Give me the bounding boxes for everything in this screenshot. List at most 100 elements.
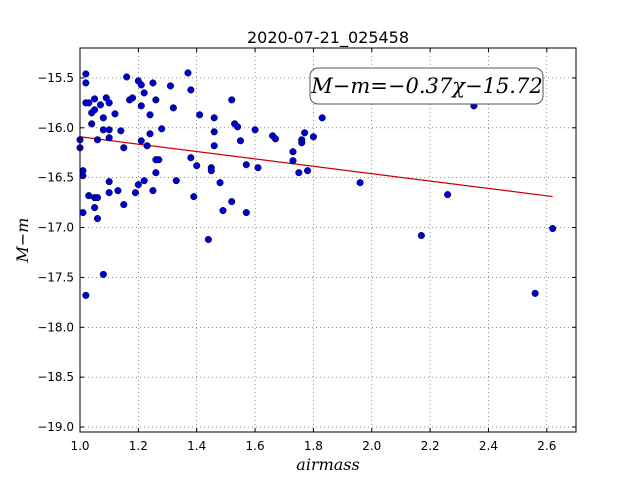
data-point	[91, 204, 99, 212]
data-point	[152, 169, 160, 177]
data-point	[93, 215, 102, 223]
data-point	[444, 191, 452, 199]
data-point	[309, 133, 317, 141]
y-tick-labels: −15.5 −16.0 −16.5 −17.0 −17.5 −18.0 −18.5 −19.0	[37, 71, 74, 434]
x-tick-label: 2.4	[479, 439, 498, 453]
data-point	[210, 142, 218, 150]
data-point	[152, 96, 160, 104]
y-tick-label: −18.5	[37, 370, 74, 384]
x-tick-label: 1.6	[246, 439, 265, 453]
data-point	[216, 179, 224, 187]
y-tick-label: −17.0	[37, 221, 74, 235]
data-point	[210, 114, 218, 122]
data-point	[120, 144, 128, 152]
data-point	[219, 207, 227, 215]
x-tick-labels: 1.0 1.2 1.4 1.6 1.8 2.0 2.2 2.4 2.6	[70, 439, 556, 453]
data-point	[105, 99, 113, 107]
data-point	[137, 102, 145, 110]
data-point	[242, 209, 250, 217]
data-point	[82, 70, 90, 78]
data-point	[204, 235, 212, 244]
data-point	[82, 291, 90, 299]
x-tick-label: 2.0	[362, 439, 381, 453]
data-point	[184, 69, 192, 77]
data-point	[93, 194, 102, 202]
data-point	[140, 177, 148, 185]
x-tick-label: 2.6	[537, 439, 556, 453]
y-tick-label: −16.0	[37, 121, 74, 135]
y-axis-label: M−m	[13, 218, 32, 264]
data-point	[187, 86, 195, 94]
data-point	[207, 167, 215, 175]
data-point	[196, 111, 204, 119]
data-point	[82, 79, 90, 87]
data-point	[158, 125, 166, 133]
data-point	[137, 81, 145, 89]
data-point	[155, 156, 163, 164]
data-point	[105, 178, 113, 186]
data-point	[318, 114, 326, 122]
data-point	[85, 99, 93, 107]
data-point	[149, 79, 157, 87]
y-tick-label: −19.0	[37, 420, 74, 434]
data-point	[117, 127, 125, 135]
axis-ticks	[79, 48, 576, 432]
x-tick-label: 2.2	[421, 439, 440, 453]
data-point	[105, 126, 113, 134]
plot-frame	[79, 47, 577, 433]
fit-line	[79, 136, 553, 198]
data-point	[549, 224, 557, 233]
x-tick-label: 1.4	[187, 439, 206, 453]
x-tick-label: 1.8	[304, 439, 323, 453]
data-point	[93, 136, 102, 144]
x-tick-label: 1.0	[70, 439, 89, 453]
y-tick-label: −17.5	[37, 270, 74, 284]
data-point	[149, 187, 157, 195]
data-point	[301, 129, 309, 137]
chart-title: 2020-07-21_025458	[247, 28, 409, 48]
data-point	[123, 73, 131, 81]
fit-line-layer	[79, 136, 553, 198]
data-point	[146, 111, 154, 119]
data-point	[143, 142, 151, 150]
data-point	[289, 148, 297, 156]
data-point	[91, 95, 99, 103]
data-point	[298, 136, 306, 144]
data-point	[271, 135, 280, 143]
data-point	[105, 189, 113, 197]
y-tick-label: −18.0	[37, 320, 74, 334]
data-point	[99, 114, 107, 122]
data-point	[169, 104, 177, 112]
data-point	[79, 209, 87, 217]
data-point	[114, 187, 122, 195]
data-point	[228, 198, 236, 206]
data-point	[289, 157, 297, 165]
data-point	[172, 177, 180, 185]
data-point	[111, 110, 119, 118]
data-point	[356, 179, 364, 187]
data-point	[137, 137, 145, 145]
data-point	[190, 193, 198, 201]
data-point	[105, 134, 113, 142]
data-point	[234, 123, 242, 131]
data-point	[251, 126, 259, 134]
data-point	[128, 94, 137, 102]
data-point	[236, 137, 245, 145]
data-point	[166, 82, 174, 90]
data-point	[417, 231, 425, 240]
y-tick-label: −15.5	[37, 71, 74, 85]
x-tick-label: 1.2	[129, 439, 148, 453]
data-point	[96, 101, 104, 109]
data-point	[242, 161, 250, 169]
data-point	[91, 106, 99, 114]
data-point	[304, 167, 312, 175]
data-point	[88, 120, 96, 128]
data-point	[228, 96, 236, 104]
annotation-box-frame	[309, 67, 544, 105]
data-point	[187, 154, 195, 162]
data-point	[140, 89, 148, 97]
data-point	[210, 128, 218, 136]
data-point	[531, 289, 539, 297]
data-point	[134, 181, 142, 189]
